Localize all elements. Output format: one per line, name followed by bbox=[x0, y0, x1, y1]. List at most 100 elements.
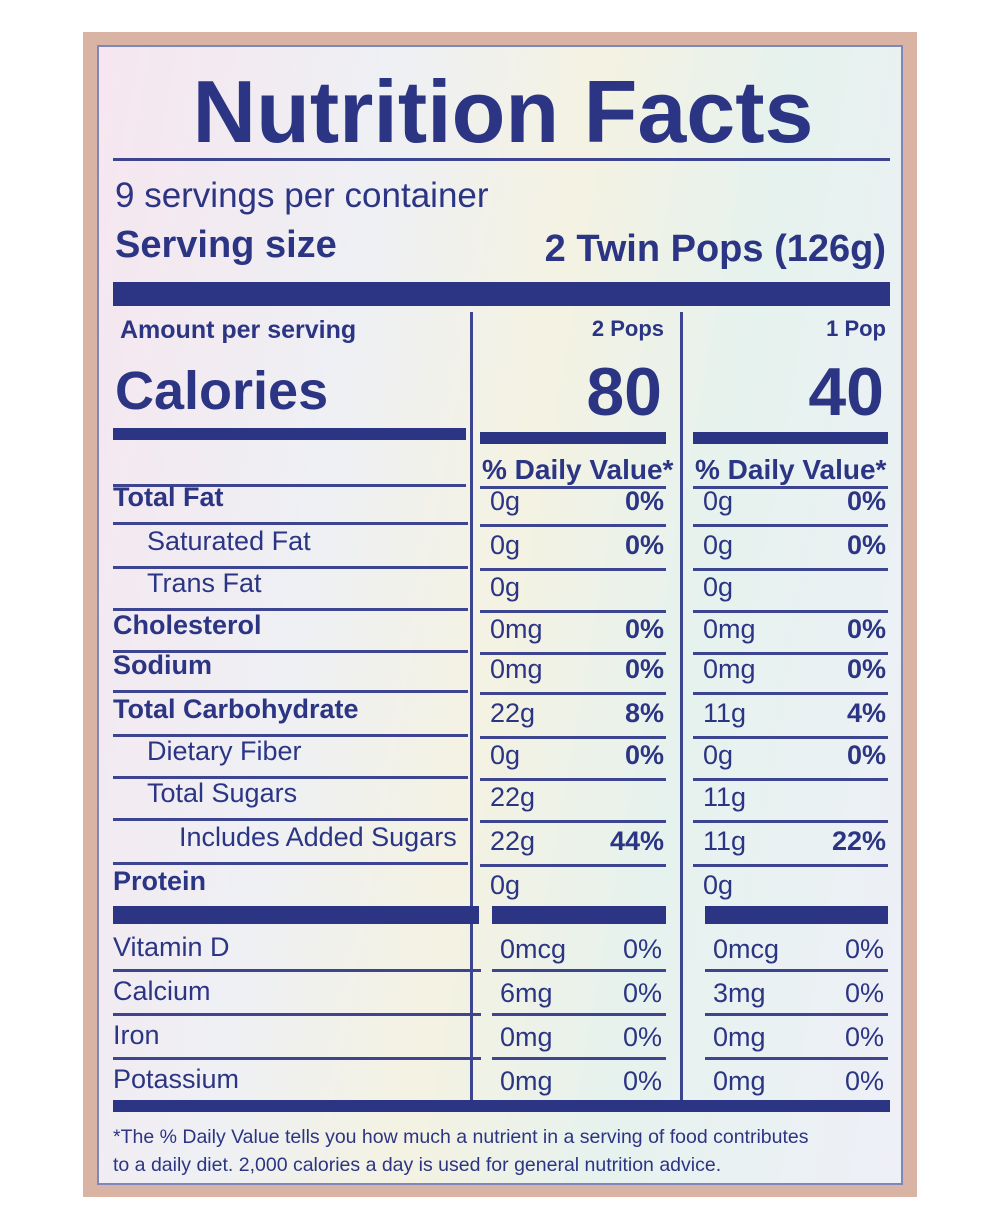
daily-value: 22% bbox=[831, 826, 886, 856]
calories-bar bbox=[693, 432, 888, 444]
rule bbox=[480, 692, 666, 695]
rule bbox=[113, 969, 481, 972]
nutrient-name: Saturated Fat bbox=[147, 526, 311, 556]
calories-bar bbox=[113, 428, 466, 440]
vitamin-name: Vitamin D bbox=[113, 932, 230, 962]
column-header: 2 Pops bbox=[591, 316, 664, 341]
rule bbox=[480, 568, 666, 571]
amount: 0g bbox=[703, 486, 734, 516]
dv-header: % Daily Value* bbox=[695, 454, 887, 485]
daily-value: 0% bbox=[622, 934, 662, 964]
daily-value: 0% bbox=[846, 530, 886, 560]
thick-bar bbox=[113, 282, 890, 306]
title: Nutrition Facts bbox=[192, 62, 814, 161]
calories-value: 40 bbox=[808, 354, 884, 430]
daily-value: 0% bbox=[624, 486, 664, 516]
daily-value: 44% bbox=[609, 826, 664, 856]
footnote: *The % Daily Value tells you how much a … bbox=[113, 1126, 809, 1148]
amount: 3mg bbox=[713, 978, 766, 1008]
daily-value: 0% bbox=[846, 740, 886, 770]
amount: 0mg bbox=[713, 1022, 766, 1052]
rule bbox=[693, 864, 888, 867]
daily-value: 0% bbox=[846, 654, 886, 684]
calories-bar bbox=[480, 432, 666, 444]
rule bbox=[480, 736, 666, 739]
serving-size: 2 Twin Pops (126g) bbox=[544, 228, 886, 270]
amount: 0g bbox=[703, 740, 734, 770]
vitamin-name: Calcium bbox=[113, 976, 211, 1006]
rule bbox=[705, 969, 888, 972]
rule bbox=[113, 522, 468, 525]
nutrient-name: Total Carbohydrate bbox=[113, 694, 359, 724]
rule bbox=[693, 524, 888, 527]
column-header: 1 Pop bbox=[826, 316, 886, 341]
amount: 0g bbox=[490, 572, 521, 602]
rule bbox=[113, 484, 466, 487]
nutrient-name: Cholesterol bbox=[113, 610, 262, 640]
rule bbox=[480, 652, 666, 655]
rule bbox=[705, 1013, 888, 1016]
vitamin-name: Potassium bbox=[113, 1064, 240, 1094]
column-divider bbox=[470, 312, 473, 1102]
thick-bar bbox=[113, 1100, 890, 1112]
rule bbox=[113, 608, 468, 611]
thick-bar bbox=[113, 906, 479, 924]
footnote: to a daily diet. 2,000 calories a day is… bbox=[113, 1154, 722, 1176]
rule bbox=[113, 862, 468, 865]
amount: 0g bbox=[490, 530, 521, 560]
rule bbox=[693, 736, 888, 739]
nutrient-name: Includes Added Sugars bbox=[179, 822, 457, 852]
daily-value: 0% bbox=[624, 614, 664, 644]
rule bbox=[113, 690, 468, 693]
amount: 6mg bbox=[500, 978, 553, 1008]
calories-label: Calories bbox=[115, 361, 329, 421]
amount: 0mg bbox=[703, 654, 756, 684]
daily-value: 0% bbox=[622, 1022, 662, 1052]
daily-value: 0% bbox=[844, 978, 884, 1008]
amount: 0g bbox=[703, 870, 734, 900]
rule bbox=[480, 820, 666, 823]
amount: 11g bbox=[703, 698, 747, 728]
rule bbox=[113, 650, 468, 653]
daily-value: 0% bbox=[846, 614, 886, 644]
rule bbox=[693, 568, 888, 571]
vitamin-name: Iron bbox=[113, 1020, 160, 1050]
amount: 0g bbox=[490, 486, 521, 516]
rule bbox=[113, 734, 468, 737]
thick-bar bbox=[492, 906, 666, 924]
rule bbox=[480, 610, 666, 613]
nutrient-name: Total Sugars bbox=[147, 778, 298, 808]
amount: 0mcg bbox=[500, 934, 567, 964]
daily-value: 0% bbox=[622, 978, 662, 1008]
amount: 0mg bbox=[500, 1022, 553, 1052]
amount: 0g bbox=[490, 870, 521, 900]
rule bbox=[480, 486, 666, 489]
label-panel bbox=[97, 45, 903, 1185]
amount: 0g bbox=[703, 572, 734, 602]
nutrient-name: Protein bbox=[113, 866, 207, 896]
rule bbox=[693, 486, 888, 489]
amount: 0mg bbox=[713, 1066, 766, 1096]
serving-size-label: Serving size bbox=[115, 224, 337, 266]
rule bbox=[113, 1013, 481, 1016]
rule bbox=[480, 524, 666, 527]
rule bbox=[480, 864, 666, 867]
amount: 0mg bbox=[500, 1066, 553, 1096]
rule bbox=[693, 778, 888, 781]
rule bbox=[492, 1057, 666, 1060]
daily-value: 0% bbox=[624, 530, 664, 560]
rule bbox=[492, 969, 666, 972]
daily-value: 8% bbox=[624, 698, 664, 728]
amount: 11g bbox=[703, 782, 747, 812]
daily-value: 0% bbox=[624, 740, 664, 770]
amount: 0mg bbox=[703, 614, 756, 644]
nutrient-name: Sodium bbox=[113, 650, 212, 680]
amount: 22g bbox=[490, 782, 536, 812]
amount: 0mg bbox=[490, 654, 543, 684]
amount: 0mcg bbox=[713, 934, 780, 964]
rule bbox=[705, 1057, 888, 1060]
servings: 9 servings per container bbox=[115, 176, 489, 215]
rule bbox=[113, 1057, 481, 1060]
nutrient-name: Dietary Fiber bbox=[147, 736, 302, 766]
